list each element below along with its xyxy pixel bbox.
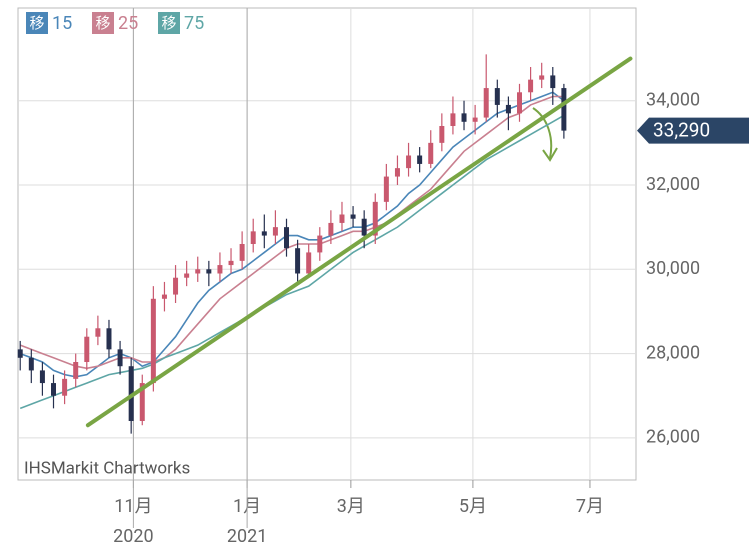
trend-arrow-head — [542, 147, 558, 162]
candle-body — [328, 222, 334, 236]
trend-arrow — [532, 107, 553, 159]
candle-body — [406, 155, 412, 169]
candle-body — [494, 88, 500, 105]
y-tick-label: 34,000 — [646, 89, 700, 110]
candle-body — [184, 273, 190, 278]
legend-icon — [92, 12, 114, 34]
candle-body — [150, 298, 156, 384]
x-tick-label: 5月 — [459, 496, 487, 517]
trend-line — [85, 56, 633, 428]
candle-body — [439, 126, 445, 143]
y-tick-label: 32,000 — [646, 174, 700, 195]
moving-average — [19, 95, 564, 370]
moving-average — [19, 91, 565, 378]
candle-body — [483, 88, 489, 118]
candle-body — [17, 349, 23, 358]
candle-body — [272, 227, 278, 236]
candle-body — [62, 378, 68, 396]
legend-icon-text: 移 — [29, 14, 44, 32]
candle-body — [206, 269, 212, 274]
candle-body — [306, 252, 312, 274]
candle-body — [350, 214, 356, 219]
x-year-label: 2021 — [227, 526, 267, 547]
candle-body — [228, 260, 234, 266]
candle-body — [84, 336, 90, 362]
legend-icon — [26, 12, 48, 34]
plot-frame — [17, 7, 637, 481]
last-price-label: 33,290 — [653, 119, 710, 142]
x-year-label: 2020 — [113, 526, 153, 547]
legend-icon — [158, 12, 180, 34]
y-tick-label: 28,000 — [646, 342, 700, 363]
candle-body — [239, 244, 245, 261]
candle-body — [106, 328, 112, 350]
candle-body — [117, 349, 123, 367]
candle-body — [284, 227, 290, 249]
candle-body — [417, 155, 423, 164]
x-tick-label: 7月 — [576, 496, 604, 517]
watermark: IHSMarkit Chartworks — [24, 458, 190, 478]
candle-body — [217, 265, 223, 274]
legend-icon-text: 移 — [95, 14, 110, 32]
candle-body — [250, 231, 256, 244]
candle-body — [139, 383, 145, 421]
candle-body — [261, 231, 267, 236]
legend-label: 15 — [52, 13, 72, 34]
candle-body — [339, 214, 345, 223]
candle-body — [472, 117, 478, 122]
candle-body — [73, 362, 79, 379]
candle-body — [317, 235, 323, 253]
candle-body — [428, 142, 434, 164]
candle-body — [461, 113, 467, 122]
candle-body — [28, 357, 34, 371]
legend-label: 25 — [118, 13, 138, 34]
candle-body — [295, 248, 301, 274]
candle-body — [505, 104, 511, 114]
x-tick-label: 3月 — [337, 496, 365, 517]
candle-body — [39, 370, 45, 384]
candle-body — [528, 79, 534, 93]
candle-body — [394, 168, 400, 177]
moving-average — [19, 114, 565, 410]
candle-body — [95, 328, 101, 337]
candle-body — [561, 88, 567, 131]
candle-body — [539, 75, 545, 80]
candle-body — [195, 269, 201, 274]
candle-body — [361, 218, 367, 236]
candle-body — [450, 113, 456, 126]
legend-icon-text: 移 — [161, 14, 176, 32]
last-price-tag — [637, 117, 749, 144]
candle-body — [51, 383, 57, 396]
y-tick-label: 30,000 — [646, 258, 700, 279]
candle-body — [550, 75, 556, 89]
candle-body — [383, 176, 389, 202]
candle-body — [173, 277, 179, 295]
candle-body — [372, 201, 378, 236]
candle-body — [161, 294, 167, 299]
legend-label: 75 — [184, 13, 204, 34]
y-tick-label: 26,000 — [646, 427, 700, 448]
candle-body — [517, 92, 523, 114]
